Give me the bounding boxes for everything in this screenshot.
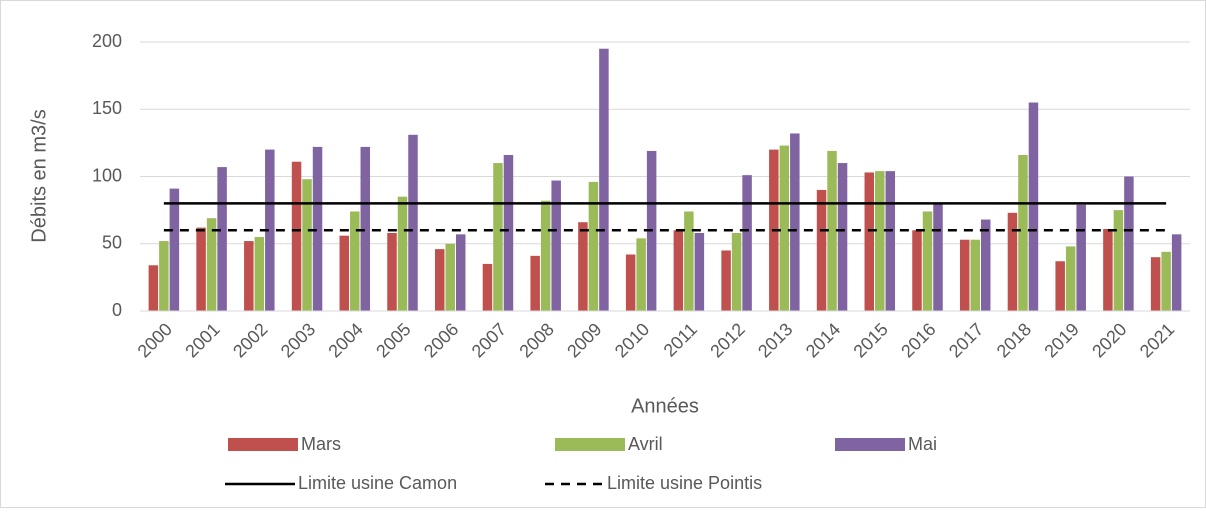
bar	[827, 150, 837, 311]
bar	[636, 238, 646, 311]
bar	[291, 161, 302, 311]
bar	[837, 163, 848, 311]
bar	[684, 211, 694, 311]
bar	[196, 227, 206, 311]
bar	[1076, 204, 1086, 311]
bar	[217, 167, 227, 311]
y-tick-label: 100	[92, 165, 122, 185]
bar	[445, 243, 455, 311]
y-tick-label: 0	[112, 300, 122, 320]
bar	[530, 255, 540, 311]
bar	[148, 265, 159, 311]
bar	[493, 163, 503, 311]
legend-swatch	[835, 438, 905, 451]
bar	[779, 145, 790, 311]
bar	[455, 234, 466, 311]
bar	[387, 232, 397, 311]
bar	[816, 189, 827, 311]
bar	[933, 203, 943, 311]
bar	[1065, 246, 1076, 311]
bar	[864, 172, 875, 311]
y-tick-label: 150	[92, 98, 122, 118]
bar	[790, 133, 800, 311]
bar	[1113, 210, 1124, 311]
bar	[159, 241, 169, 311]
bar	[1150, 257, 1161, 311]
bar	[673, 230, 684, 311]
bar	[922, 211, 933, 311]
bar	[551, 180, 561, 311]
bar	[434, 249, 445, 311]
y-axis-title: Débits en m3/s	[28, 109, 50, 242]
bar	[912, 230, 922, 311]
bar	[1028, 102, 1039, 312]
bar	[312, 146, 323, 311]
bar	[408, 134, 418, 311]
bar	[503, 154, 514, 311]
bar	[254, 237, 265, 311]
bar	[339, 235, 350, 311]
legend-swatch	[555, 438, 625, 451]
bar	[397, 196, 408, 311]
bar	[350, 211, 360, 311]
bar	[625, 254, 636, 311]
bar	[742, 175, 752, 311]
bar	[302, 179, 312, 311]
bar	[1018, 154, 1028, 311]
bar	[482, 263, 493, 311]
bar	[970, 239, 980, 311]
bar	[578, 222, 588, 311]
bar	[1007, 212, 1018, 311]
bar	[1055, 261, 1065, 311]
bar	[885, 171, 896, 311]
y-tick-label: 200	[92, 31, 122, 51]
legend-label: Limite usine Pointis	[607, 473, 762, 493]
bar	[1124, 176, 1134, 311]
bar	[959, 239, 970, 311]
bar	[169, 188, 180, 311]
bar	[721, 250, 731, 311]
legend-swatch	[228, 438, 298, 451]
y-tick-label: 50	[102, 233, 122, 253]
bar	[540, 200, 551, 311]
bar	[1161, 251, 1171, 311]
bar	[206, 218, 217, 311]
bar	[588, 181, 599, 311]
legend-label: Mai	[908, 434, 937, 454]
bar	[599, 48, 609, 311]
bar	[244, 241, 254, 311]
bar	[694, 232, 705, 311]
bar	[265, 149, 275, 311]
bar	[875, 171, 885, 311]
bar	[360, 146, 371, 311]
bar	[1103, 228, 1113, 311]
bar	[731, 232, 742, 311]
legend-label: Limite usine Camon	[298, 473, 457, 493]
legend-label: Avril	[628, 434, 663, 454]
bar	[980, 219, 991, 311]
legend-label: Mars	[301, 434, 341, 454]
x-axis-title: Années	[631, 395, 699, 417]
bar	[1171, 234, 1182, 311]
